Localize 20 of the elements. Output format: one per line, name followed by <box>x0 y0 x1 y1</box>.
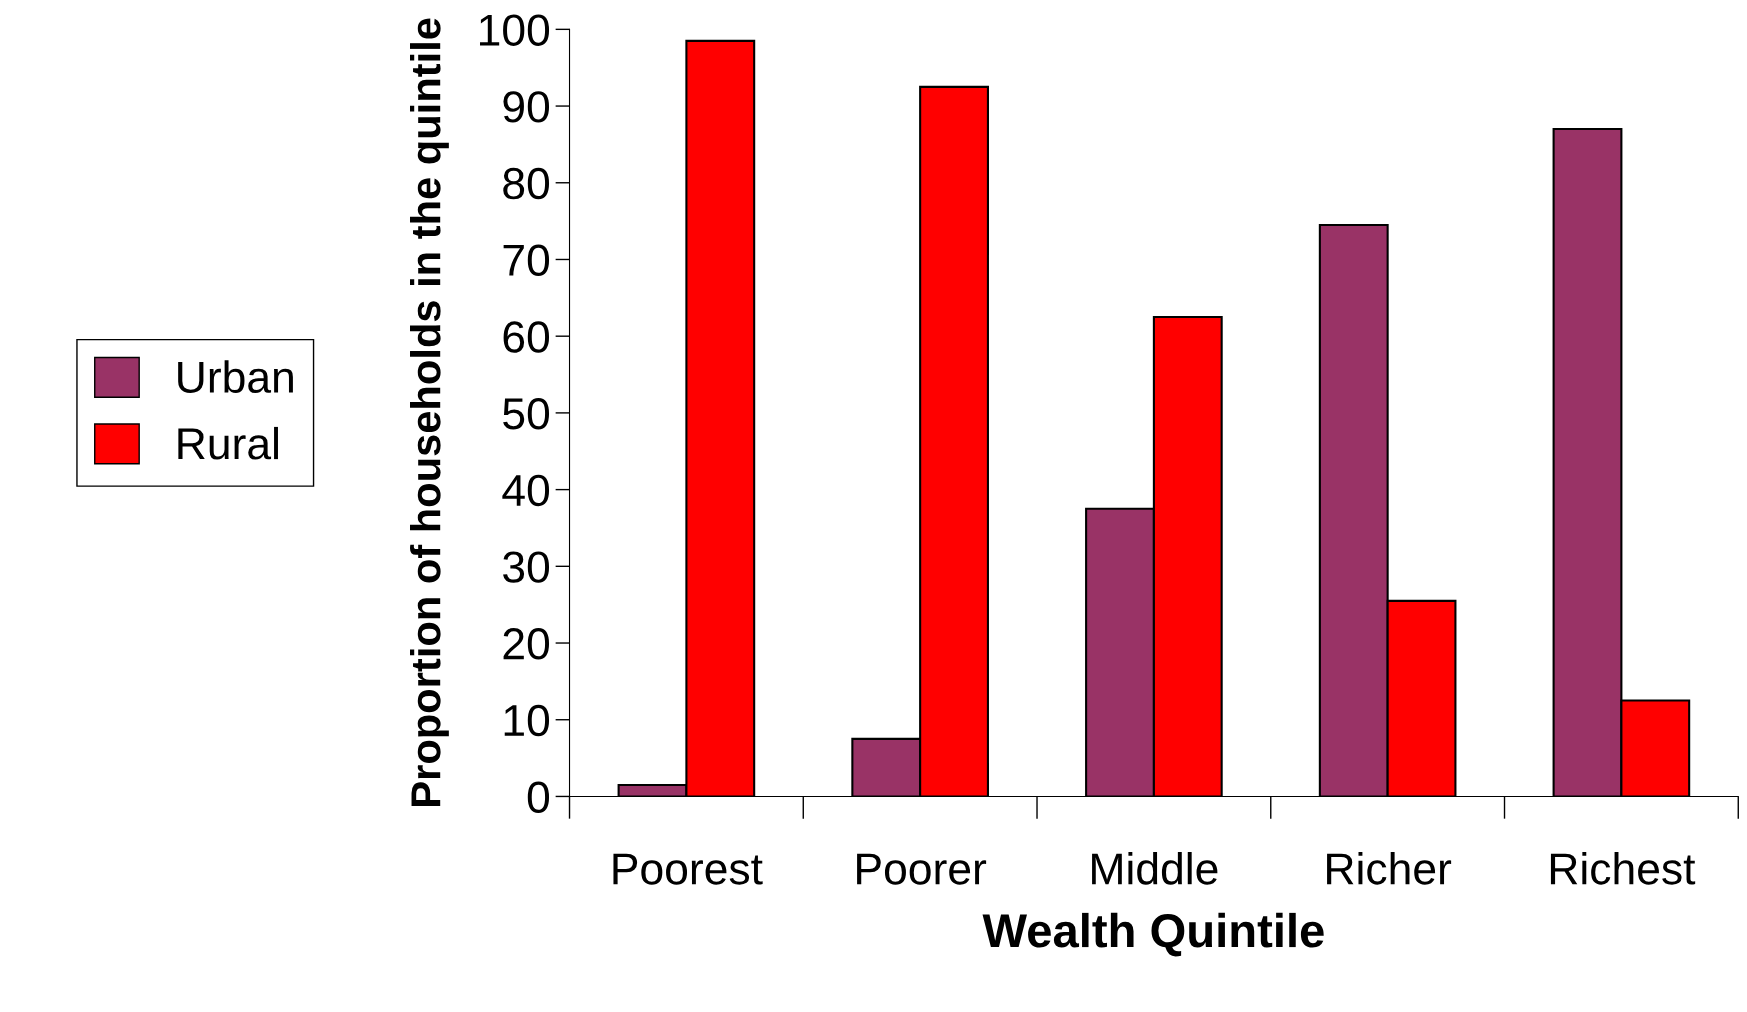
y-tick-label: 70 <box>503 244 550 277</box>
x-tick-label: Poorer <box>857 853 987 885</box>
y-tick-label: 90 <box>503 91 550 123</box>
y-tick-label: 0 <box>527 781 550 813</box>
y-axis-title: Proportion of households in the quintile <box>410 18 449 806</box>
y-tick-label: 10 <box>504 704 550 737</box>
x-tick-label: Richest <box>1550 852 1696 885</box>
y-tick-label: 30 <box>503 551 550 583</box>
x-tick-label: Poorest <box>613 853 763 885</box>
legend-label: Urban <box>178 360 293 393</box>
y-tick-label: 20 <box>503 628 550 660</box>
y-tick-label: 50 <box>503 397 550 430</box>
x-tick-label: Middle <box>1092 852 1218 885</box>
x-axis-title: Wealth Quintile <box>982 912 1324 957</box>
y-tick-label: 40 <box>502 474 550 507</box>
y-tick-label: 60 <box>503 321 550 353</box>
x-tick-label: Richer <box>1327 852 1452 885</box>
y-tick-label: 80 <box>503 167 550 200</box>
legend-label: Rural <box>178 426 278 460</box>
y-tick-label: 100 <box>480 14 550 46</box>
